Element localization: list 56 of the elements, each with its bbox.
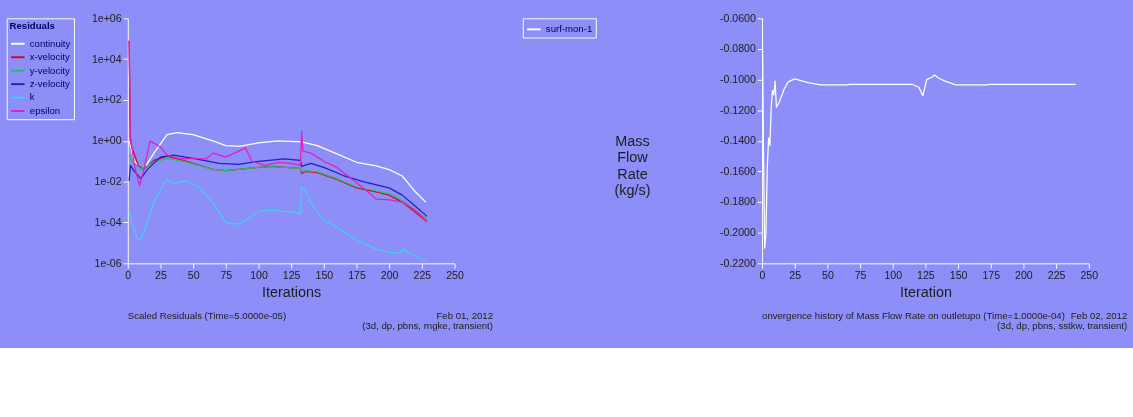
legend-label: epsilon — [29, 104, 61, 116]
y-tick-label: -0.1200 — [719, 103, 756, 116]
y-tick-label: -0.1000 — [719, 72, 756, 85]
x-tick-label: 225 — [1047, 269, 1066, 282]
x-tick-label: 25 — [155, 269, 167, 282]
x-tick-label: 75 — [854, 269, 867, 282]
y-tick-label: 1e-06 — [94, 256, 122, 269]
y-tick-label: 1e+00 — [91, 134, 122, 147]
x-tick-label: 150 — [315, 269, 334, 282]
x-tick-label: 100 — [884, 269, 903, 282]
x-tick-label: 0 — [759, 269, 766, 282]
legend-label: y-velocity — [29, 64, 70, 76]
y-tick-label: 1e-04 — [94, 215, 122, 228]
x-tick-label: 200 — [380, 269, 399, 282]
legend-label: z-velocity — [29, 78, 70, 90]
line-series — [128, 178, 428, 263]
y-tick-label: -0.2200 — [719, 256, 756, 269]
text: Feb 02, 2012 — [1070, 310, 1128, 322]
text: Feb 01, 2012 — [436, 310, 493, 322]
x-tick-label: 225 — [413, 269, 432, 282]
x-tick-label: 175 — [982, 269, 1001, 282]
y-axis-title: Mass Flow Rate (kg/s) — [614, 133, 651, 199]
y-tick-label: 1e-02 — [94, 175, 122, 188]
x-tick-label: 175 — [348, 269, 366, 282]
x-tick-label: 125 — [282, 269, 301, 282]
text: Scaled Residuals (Time=5.0000e-05) — [127, 310, 287, 322]
legend-title: Residuals — [9, 19, 55, 31]
x-tick-label: 0 — [125, 269, 132, 282]
text: (3d, dp, pbns, rngke, transient) — [362, 319, 493, 331]
legend-label: x-velocity — [29, 51, 70, 63]
text: onvergence history of Mass Flow Rate on outletupo (Time=1.0000e-04) — [762, 310, 1065, 322]
y-tick-label: 1e+02 — [91, 93, 122, 106]
y-tick-label: -0.2000 — [719, 226, 756, 239]
y-tick-label: -0.1800 — [719, 195, 756, 208]
y-tick-label: -0.0800 — [719, 42, 756, 55]
x-axis-title: Iterations — [262, 283, 322, 300]
legend-label: k — [29, 91, 35, 103]
y-tick-label: 1e+06 — [91, 11, 122, 24]
x-tick-label: 125 — [917, 269, 935, 282]
y-tick-label: -0.0600 — [719, 11, 756, 24]
legend-label: continuity — [29, 37, 71, 49]
x-tick-label: 75 — [220, 269, 233, 282]
x-tick-label: 250 — [446, 269, 464, 282]
y-tick-label: -0.1600 — [719, 164, 756, 177]
x-tick-label: 100 — [250, 269, 268, 282]
y-tick-label: 1e+04 — [91, 52, 122, 65]
y-tick-label: -0.1400 — [719, 134, 756, 147]
x-tick-label: 200 — [1015, 269, 1033, 282]
x-tick-label: 50 — [822, 269, 834, 282]
x-tick-label: 150 — [949, 269, 968, 282]
x-tick-label: 250 — [1080, 269, 1099, 282]
text: (3d, dp, pbns, sstkw, transient) — [997, 319, 1128, 331]
legend-label: surf-mon-1 — [545, 23, 593, 35]
x-tick-label: 50 — [187, 269, 200, 282]
x-axis-title: Iteration — [899, 283, 952, 300]
x-tick-label: 25 — [789, 269, 802, 282]
